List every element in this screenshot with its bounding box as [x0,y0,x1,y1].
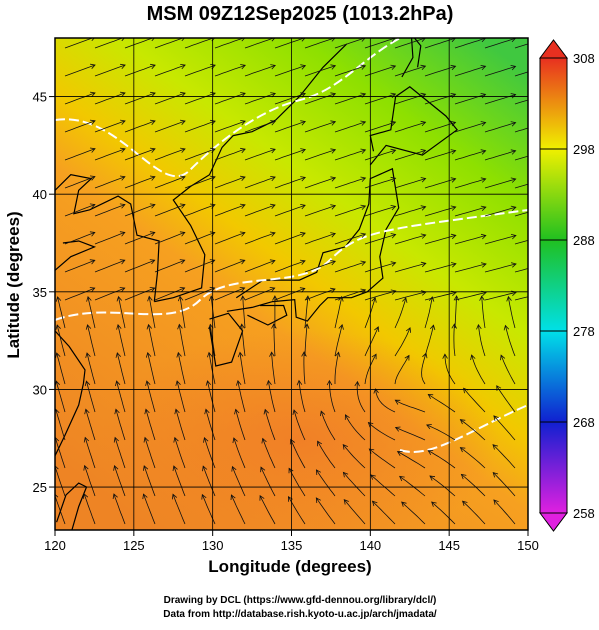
y-tick-label: 30 [33,382,47,397]
warm-region [100,330,500,550]
colorbar-scale [540,58,567,513]
x-tick-label: 140 [359,538,381,553]
colorbar-tick-label: 268 [573,415,595,430]
colorbar-tick-label: 298 [573,142,595,157]
x-tick-label: 150 [517,538,539,553]
credit-line: Data from http://database.rish.kyoto-u.a… [163,609,437,620]
colorbar-top-arrow [540,40,567,58]
y-tick-label: 45 [33,90,47,105]
y-tick-label: 25 [33,480,47,495]
x-axis-label: Longitude (degrees) [208,557,371,576]
colorbar-tick-label: 288 [573,233,595,248]
y-tick-label: 35 [33,285,47,300]
colorbar: 258 268 278 288 298 308 [540,40,595,531]
title: MSM 09Z12Sep2025 (1013.2hPa) [147,3,454,25]
x-tick-label: 130 [202,538,224,553]
y-axis-label: Latitude (degrees) [4,211,23,358]
x-tick-label: 135 [281,538,303,553]
colorbar-bottom-arrow [540,513,567,531]
arrowhead [541,37,546,42]
colorbar-tick-label: 258 [573,506,595,521]
plot-area [54,34,547,550]
x-tick-label: 120 [44,538,66,553]
credit-line: Drawing by DCL (https://www.gfd-dennou.o… [164,595,437,606]
colorbar-tick-label: 278 [573,324,595,339]
x-tick-label: 145 [438,538,460,553]
y-tick-label: 40 [33,187,47,202]
colorbar-tick-label: 308 [573,51,595,66]
x-tick-label: 125 [123,538,145,553]
